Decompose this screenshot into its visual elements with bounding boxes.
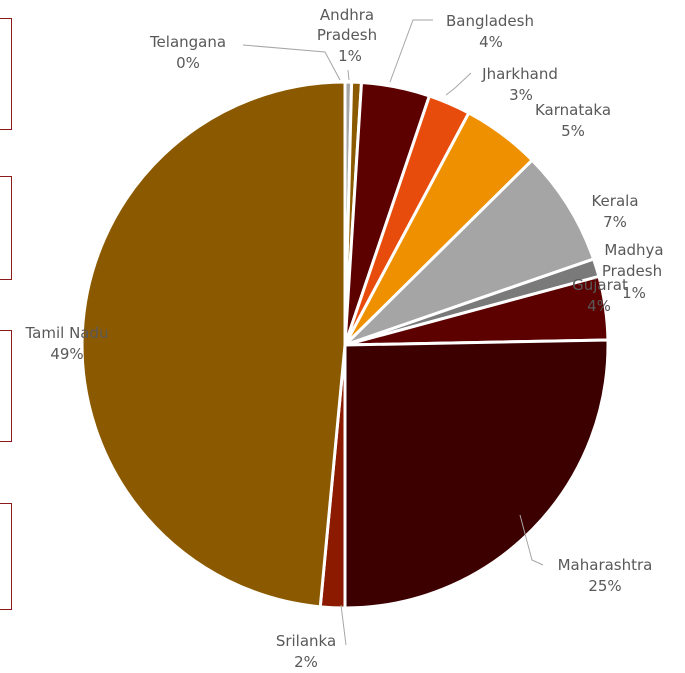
label-kerala-name: Kerala [591, 192, 638, 210]
label-telangana-name: Telangana [149, 33, 226, 51]
label-karnataka-name: Karnataka [535, 101, 611, 119]
leader-srilanka [340, 604, 347, 646]
leader-jharkhand [445, 72, 472, 96]
slice-maharashtra [343, 338, 610, 610]
label-andhra-pradesh-name-2: Pradesh [317, 26, 377, 44]
label-maharashtra-name: Maharashtra [558, 556, 653, 574]
label-bangladesh-pct: 4% [479, 33, 503, 51]
label-bangladesh-name: Bangladesh [446, 12, 534, 30]
leader-telangana [242, 44, 341, 81]
leader-andhra-pradesh [347, 69, 350, 81]
label-telangana-pct: 0% [176, 54, 200, 72]
label-maharashtra-pct: 25% [588, 577, 621, 595]
label-madhya-pradesh-name-1: Madhya [604, 241, 663, 259]
leader-bangladesh [389, 19, 433, 83]
slice-labels: Telangana 0% Andhra Pradesh 1% Banglades… [24, 6, 663, 671]
label-srilanka-name: Srilanka [276, 632, 336, 650]
label-jharkhand-name: Jharkhand [481, 65, 558, 83]
label-jharkhand-pct: 3% [509, 86, 533, 104]
label-andhra-pradesh-pct: 1% [338, 47, 362, 65]
label-gujarat-pct: 4% [587, 297, 611, 315]
label-madhya-pradesh-pct: 1% [622, 284, 646, 302]
label-srilanka-pct: 2% [294, 653, 318, 671]
side-box-4 [0, 503, 12, 610]
label-madhya-pradesh-name-2: Pradesh [602, 262, 662, 280]
label-tamil-nadu-pct: 49% [50, 345, 83, 363]
side-box-1 [0, 18, 12, 130]
slice-tamil-nadu [80, 80, 347, 609]
label-andhra-pradesh-name-1: Andhra [320, 6, 374, 24]
label-karnataka-pct: 5% [561, 122, 585, 140]
label-tamil-nadu-name: Tamil Nadu [24, 324, 108, 342]
leader-maharashtra [519, 514, 544, 566]
pie-slices [80, 80, 610, 610]
side-box-3 [0, 330, 12, 442]
label-gujarat-name: Gujarat [572, 276, 628, 294]
side-box-2 [0, 176, 12, 280]
leader-lines [242, 19, 544, 646]
slice-kerala [343, 158, 596, 347]
label-kerala-pct: 7% [603, 213, 627, 231]
